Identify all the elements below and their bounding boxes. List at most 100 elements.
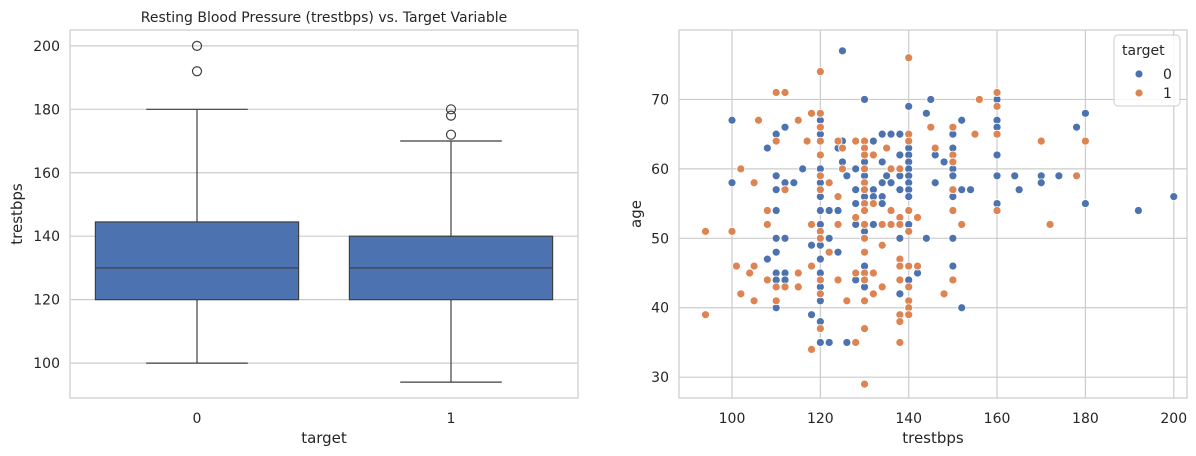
scatter-point xyxy=(1081,199,1090,208)
scatter-y-tick-label: 30 xyxy=(651,370,669,386)
scatter-point xyxy=(904,101,914,111)
scatter-point xyxy=(815,338,825,347)
scatter-point xyxy=(815,171,825,181)
scatter-point xyxy=(793,268,803,278)
scatter-point xyxy=(838,143,847,153)
scatter-point xyxy=(868,150,878,160)
scatter-point xyxy=(895,129,905,139)
scatter-point xyxy=(1010,171,1020,181)
boxplot-x-tick-label: 1 xyxy=(447,411,456,427)
scatter-point xyxy=(851,268,861,278)
scatter-point xyxy=(860,275,869,285)
scatter-point xyxy=(851,136,861,146)
box-outlier xyxy=(445,104,457,115)
scatter-point xyxy=(807,240,816,250)
scatter-points xyxy=(701,46,1179,389)
scatter-point xyxy=(1081,136,1090,146)
scatter-point xyxy=(895,275,905,285)
scatter-point xyxy=(833,136,843,146)
scatter-point xyxy=(895,233,905,243)
scatter-point xyxy=(771,282,781,292)
scatter-point xyxy=(815,275,825,285)
scatter-point xyxy=(904,53,914,63)
scatter-x-tick-label: 120 xyxy=(807,411,834,427)
scatter-point xyxy=(904,206,914,215)
scatter-point xyxy=(833,275,843,285)
scatter-point xyxy=(824,338,834,347)
scatter-point xyxy=(877,199,887,208)
scatter-point xyxy=(882,171,892,181)
scatter-x-tick-label: 200 xyxy=(1160,411,1187,427)
scatter-point xyxy=(1054,171,1064,181)
scatter-point xyxy=(957,303,967,313)
scatter-point xyxy=(926,95,936,104)
scatter-point xyxy=(992,171,1002,181)
boxplot-y-tick-label: 120 xyxy=(33,293,60,309)
scatter-point xyxy=(992,129,1002,139)
scatter-point xyxy=(807,108,816,118)
scatter-point xyxy=(762,143,772,153)
scatter-point xyxy=(868,268,878,278)
scatter-point xyxy=(701,226,710,236)
scatter-x-tick-label: 100 xyxy=(719,411,746,427)
scatter-point xyxy=(948,157,958,167)
boxplot-plot-area xyxy=(69,29,579,399)
scatter-point xyxy=(1036,136,1046,146)
scatter-point xyxy=(807,344,816,354)
scatter-point xyxy=(754,115,763,125)
scatter-point xyxy=(877,178,887,188)
scatter-point xyxy=(948,233,958,243)
scatter-point xyxy=(957,220,967,229)
scatter-point xyxy=(913,261,922,271)
scatter-point xyxy=(904,261,914,271)
scatter-point xyxy=(877,157,887,167)
scatter-point xyxy=(877,240,887,250)
scatter-point xyxy=(815,122,825,132)
box-outlier xyxy=(191,40,203,51)
scatter-point xyxy=(815,233,825,243)
scatter-point xyxy=(842,171,852,181)
scatter-point xyxy=(749,178,759,188)
scatter-point xyxy=(948,185,958,195)
scatter-point xyxy=(771,185,781,195)
scatter-point xyxy=(895,150,905,160)
scatter-y-axis-label: age xyxy=(627,200,645,228)
boxplot-y-tick-label: 100 xyxy=(33,356,60,372)
scatter-point xyxy=(833,220,843,229)
legend-label-0: 0 xyxy=(1163,67,1172,83)
scatter-point xyxy=(948,171,958,181)
scatter-point xyxy=(1081,108,1090,118)
scatter-point xyxy=(895,185,905,195)
boxplot-y-tick-label: 200 xyxy=(33,39,60,55)
scatter-point xyxy=(815,206,825,215)
scatter-point xyxy=(771,296,781,306)
scatter-point xyxy=(701,310,710,320)
scatter-point xyxy=(886,129,896,139)
scatter-point xyxy=(948,206,958,215)
scatter-point xyxy=(970,129,980,139)
scatter-point xyxy=(815,289,825,299)
scatter-point xyxy=(771,171,781,181)
scatter-point xyxy=(868,136,878,146)
boxplot-marks xyxy=(94,40,554,383)
boxplot-y-tick-label: 140 xyxy=(33,229,60,245)
legend-marker-1 xyxy=(1134,88,1144,98)
scatter-point xyxy=(904,226,914,236)
scatter-point xyxy=(1045,220,1055,229)
scatter-point xyxy=(762,254,772,264)
scatter-series-1 xyxy=(701,53,1090,389)
scatter-point xyxy=(895,261,905,271)
scatter-point xyxy=(1014,185,1024,195)
scatter-point xyxy=(992,150,1002,160)
scatter-chart: 100 120 140 160 180 200 30 40 50 60 70 trestbps a… xyxy=(627,29,1188,447)
scatter-point xyxy=(886,206,896,215)
scatter-point xyxy=(815,185,825,195)
scatter-point xyxy=(904,136,914,146)
scatter-point xyxy=(815,67,825,77)
scatter-point xyxy=(838,46,847,56)
scatter-point xyxy=(886,178,896,188)
scatter-point xyxy=(860,164,869,174)
scatter-point xyxy=(851,199,861,208)
scatter-point xyxy=(749,261,759,271)
